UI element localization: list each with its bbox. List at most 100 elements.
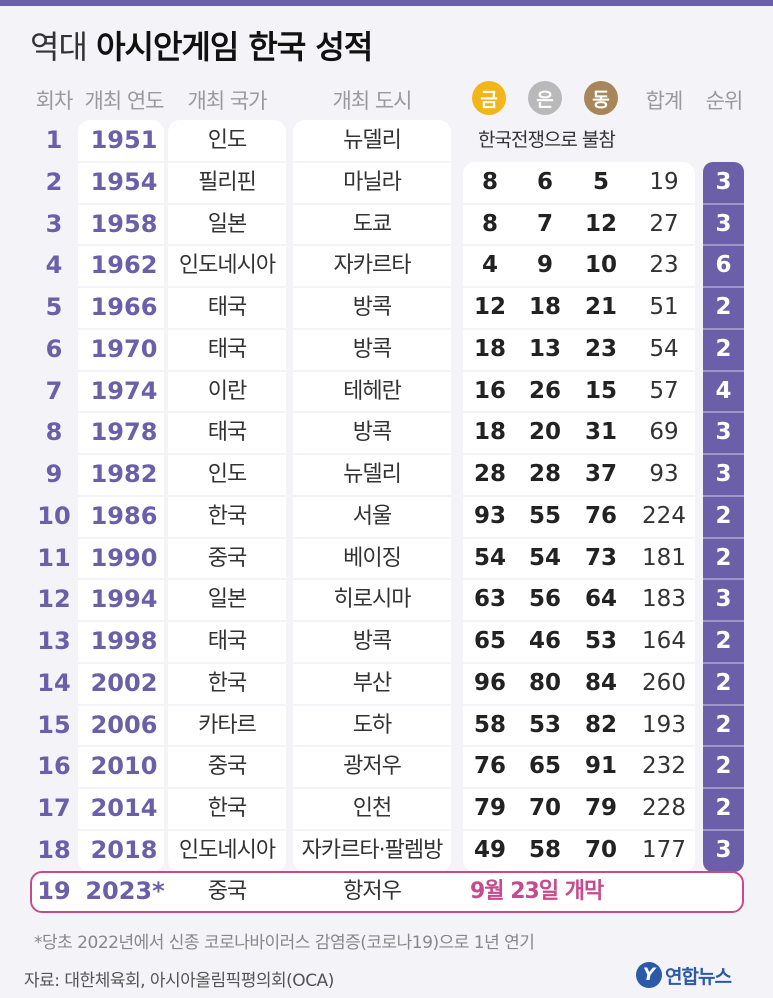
- cell-year: 2006: [90, 710, 158, 739]
- cell-silver: 70: [528, 795, 561, 821]
- cell-round: 13: [37, 627, 71, 655]
- cell-year: 1974: [90, 376, 158, 405]
- row-divider: [703, 494, 744, 497]
- cell-round: 9: [45, 460, 63, 488]
- header-total: 합계: [645, 89, 684, 113]
- cell-city: 방콕: [352, 420, 392, 446]
- cell-rank: 2: [715, 502, 732, 529]
- cell-year: 1982: [90, 460, 158, 488]
- yonhap-logo: Y 연합뉴스: [636, 961, 732, 989]
- cell-silver: 26: [528, 377, 561, 404]
- row-divider: [168, 745, 286, 748]
- row-divider: [463, 745, 695, 748]
- row-divider: [78, 411, 164, 414]
- table-row: 5 1966 태국 방콕 12 18 21 51 2: [0, 286, 773, 328]
- yonhap-logo-icon: Y: [636, 962, 662, 988]
- cell-note: 한국전쟁으로 불참: [478, 129, 616, 151]
- row-divider: [703, 828, 744, 831]
- cell-city: 베이징: [343, 545, 402, 571]
- row-divider: [78, 369, 164, 372]
- cell-country: 태국: [207, 629, 247, 654]
- cell-bronze: 84: [584, 669, 617, 696]
- cell-gold: 58: [473, 711, 506, 738]
- silver-medal-icon: 은: [528, 81, 562, 115]
- row-divider: [78, 787, 164, 789]
- row-divider: [293, 286, 451, 288]
- table-row: 7 1974 이란 테헤란 16 26 15 57 4: [0, 369, 773, 412]
- row-divider: [703, 327, 744, 330]
- row-divider: [703, 661, 744, 664]
- cell-gold: 16: [473, 377, 506, 404]
- table-row: 18 2018 인도네시아 자카르타·팔렘방 49 58 70 177 3: [0, 828, 773, 871]
- table-row: 17 2014 한국 인천 79 70 79 228 2: [0, 787, 773, 829]
- cell-rank: 2: [715, 795, 732, 821]
- header-year: 개최 연도: [84, 89, 165, 113]
- row-divider: [78, 620, 164, 622]
- cell-city: 뉴델리: [343, 128, 402, 153]
- cell-city: 방콕: [352, 295, 392, 320]
- cell-round: 3: [45, 209, 63, 238]
- cell-bronze: 76: [584, 502, 617, 529]
- cell-year: 1990: [90, 543, 158, 572]
- cell-country: 일본: [207, 587, 247, 613]
- cell-round: 17: [37, 794, 71, 822]
- cell-rank: 3: [715, 586, 732, 613]
- row-divider: [463, 828, 695, 831]
- cell-total: 224: [642, 502, 686, 529]
- table-row: 11 1990 중국 베이징 54 54 73 181 2: [0, 536, 773, 579]
- cell-year: 1954: [90, 167, 158, 196]
- cell-round: 6: [45, 334, 63, 363]
- yonhap-logo-text: 연합뉴스: [665, 965, 732, 988]
- row-divider: [78, 286, 164, 288]
- rank-column-panel: [703, 162, 744, 872]
- row-divider: [293, 244, 451, 247]
- cell-round: 12: [37, 585, 71, 614]
- cell-total: 260: [642, 669, 686, 696]
- row-divider: [78, 703, 164, 706]
- row-divider: [703, 411, 744, 414]
- cell-silver: 56: [528, 586, 561, 613]
- header-bronze: 동: [592, 88, 610, 111]
- row-divider: [168, 369, 286, 372]
- row-divider: [463, 578, 695, 581]
- cell-gold: 65: [473, 628, 506, 654]
- cell-city: 자카르타: [333, 253, 412, 279]
- cell-gold: 18: [473, 335, 506, 362]
- row-divider: [168, 244, 286, 247]
- cell-rank: 4: [715, 377, 732, 404]
- cell-bronze: 31: [584, 419, 617, 446]
- cell-rank: 2: [715, 753, 732, 780]
- row-divider: [703, 202, 744, 205]
- cell-bronze: 10: [584, 252, 617, 279]
- title-light: 역대: [30, 28, 88, 66]
- row-divider: [463, 202, 695, 205]
- cell-city: 뉴델리: [343, 462, 402, 487]
- table-row: 12 1994 일본 히로시마 63 56 64 183 3: [0, 578, 773, 620]
- cell-year: 2002: [90, 668, 158, 697]
- cell-total: 57: [649, 377, 679, 404]
- row-divider: [293, 828, 451, 831]
- cell-silver: 28: [528, 461, 561, 487]
- cell-bronze: 23: [584, 335, 617, 362]
- table-row: 10 1986 한국 서울 93 55 76 224 2: [0, 494, 773, 537]
- row-divider: [78, 745, 164, 748]
- cell-bronze: 15: [584, 377, 617, 404]
- cell-gold: 54: [473, 544, 506, 571]
- cell-total: 181: [642, 544, 686, 571]
- row-divider: [463, 620, 695, 622]
- row-divider: [703, 745, 744, 748]
- row-divider: [703, 787, 744, 789]
- table-row: 2 1954 필리핀 마닐라 8 6 5 19 3: [0, 160, 773, 203]
- page-title: 역대 아시안게임 한국 성적: [30, 22, 373, 68]
- cell-city: 인천: [352, 796, 392, 821]
- cell-country: 인도네시아: [178, 253, 276, 279]
- row-divider: [293, 411, 451, 414]
- cell-silver: 80: [528, 669, 561, 696]
- row-divider: [703, 578, 744, 581]
- row-divider: [78, 244, 164, 247]
- cell-year: 1970: [90, 334, 158, 363]
- cell-total: 19: [649, 168, 679, 195]
- cell-silver: 9: [536, 252, 553, 279]
- row-divider: [168, 620, 286, 622]
- cell-country: 한국: [207, 796, 247, 821]
